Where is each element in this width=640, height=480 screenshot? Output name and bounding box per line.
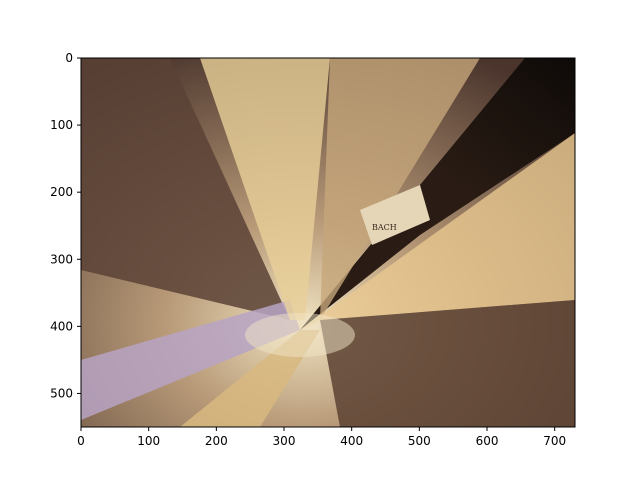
image-fragment-text: BACH: [372, 223, 397, 232]
x-tick-label: 0: [77, 434, 85, 448]
y-tick-label: 0: [65, 51, 73, 65]
y-axis: 0 100 200 300 400 500: [50, 51, 81, 400]
x-tick-label: 400: [340, 434, 363, 448]
x-tick-label: 200: [205, 434, 228, 448]
x-axis: 0 100 200 300 400 500 600 700: [77, 427, 566, 448]
x-tick-label: 300: [273, 434, 296, 448]
x-tick-label: 700: [543, 434, 566, 448]
y-tick-label: 300: [50, 252, 73, 266]
y-tick-label: 200: [50, 185, 73, 199]
y-tick-label: 500: [50, 386, 73, 400]
y-tick-label: 100: [50, 118, 73, 132]
y-tick-label: 400: [50, 319, 73, 333]
x-tick-label: 500: [408, 434, 431, 448]
distorted-image: BACH: [81, 58, 575, 427]
x-tick-label: 600: [476, 434, 499, 448]
axes-frame: [80, 57, 576, 428]
x-tick-label: 100: [137, 434, 160, 448]
